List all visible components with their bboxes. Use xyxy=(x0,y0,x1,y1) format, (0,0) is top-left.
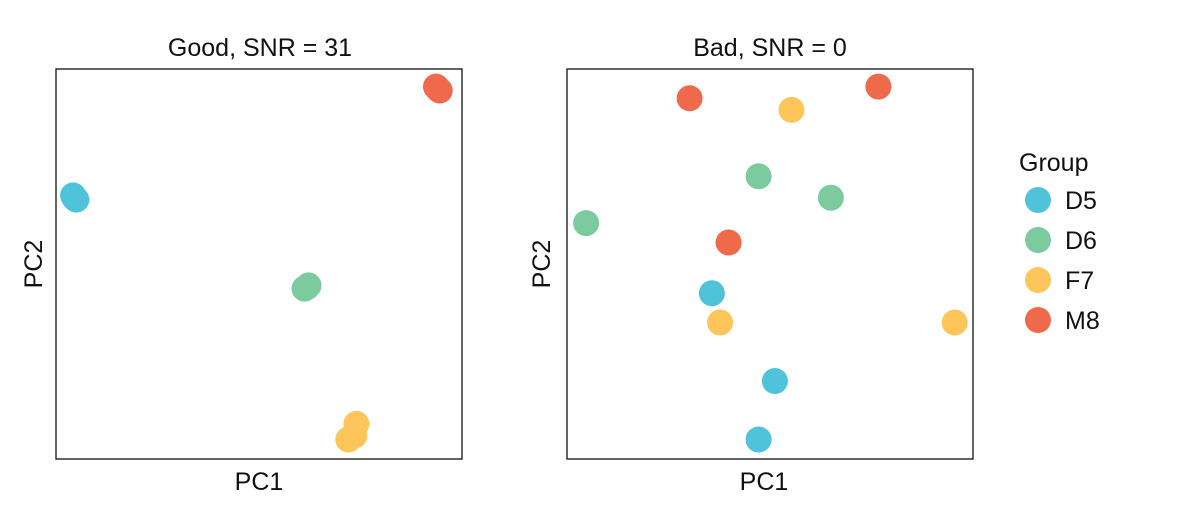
legend-label-m8: M8 xyxy=(1065,307,1100,335)
legend-swatch-d6 xyxy=(1025,227,1051,253)
panel-good: Good, SNR = 31 PC1 PC2 xyxy=(20,34,463,496)
point-f7 xyxy=(343,410,370,437)
panel-bad: Bad, SNR = 0 PC1 PC2 xyxy=(528,34,974,496)
point-f7 xyxy=(778,96,805,123)
legend-label-d6: D6 xyxy=(1065,227,1097,255)
point-m8 xyxy=(676,85,703,112)
legend: Group D5 D6 F7 M8 xyxy=(1019,149,1100,335)
point-d5 xyxy=(60,182,87,209)
legend-swatch-f7 xyxy=(1025,267,1051,293)
y-axis-label: PC2 xyxy=(528,240,556,289)
point-d6 xyxy=(573,210,600,237)
point-d5 xyxy=(761,368,788,394)
x-axis-label: PC1 xyxy=(235,468,284,496)
plot-frame xyxy=(566,68,974,460)
panel-title: Good, SNR = 31 xyxy=(168,34,352,62)
point-f7 xyxy=(707,309,734,336)
point-d6 xyxy=(291,275,318,302)
point-d6 xyxy=(817,184,844,211)
point-m8 xyxy=(715,229,742,256)
point-m8 xyxy=(423,73,449,100)
point-m8 xyxy=(865,73,892,100)
legend-label-d5: D5 xyxy=(1065,187,1097,215)
legend-title: Group xyxy=(1019,149,1088,177)
point-d6 xyxy=(745,163,772,190)
plot-frame xyxy=(55,68,463,460)
x-axis-label: PC1 xyxy=(740,468,789,496)
points-layer xyxy=(573,73,968,453)
point-f7 xyxy=(941,309,968,336)
point-d5 xyxy=(745,426,772,453)
legend-swatch-m8 xyxy=(1025,307,1051,333)
legend-label-f7: F7 xyxy=(1065,267,1094,295)
panel-title: Bad, SNR = 0 xyxy=(693,34,847,62)
legend-swatch-d5 xyxy=(1025,187,1051,213)
y-axis-label: PC2 xyxy=(20,240,48,289)
point-d5 xyxy=(698,280,725,307)
points-layer xyxy=(60,73,453,453)
